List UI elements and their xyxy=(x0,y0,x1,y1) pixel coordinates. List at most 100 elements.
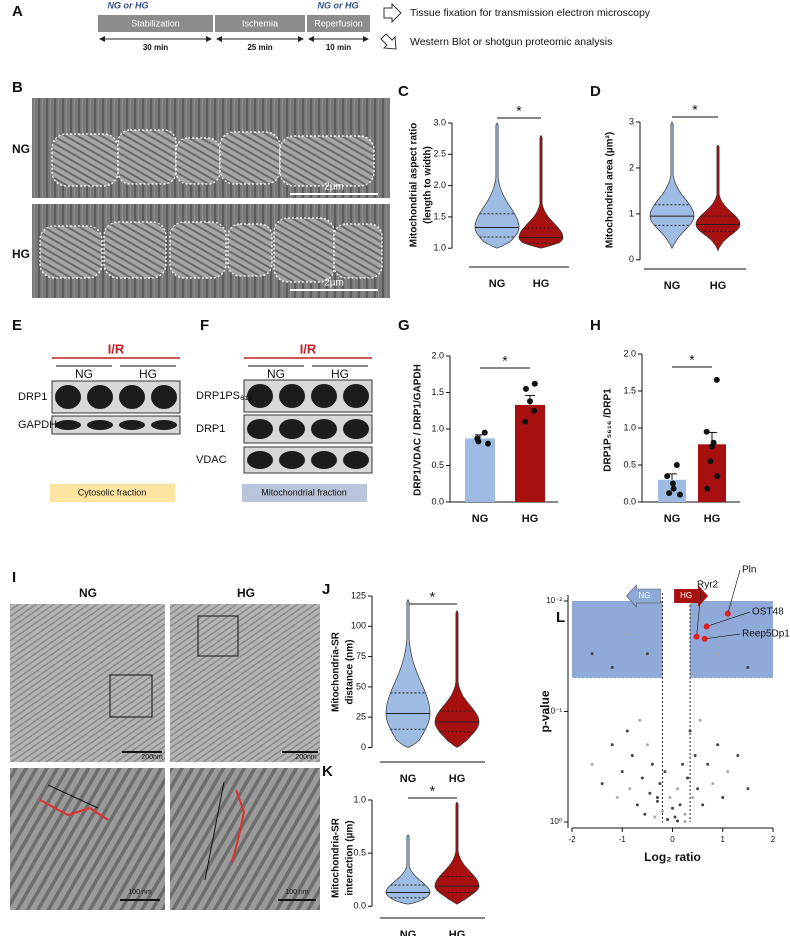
outcome-arrow xyxy=(383,2,402,24)
blot-strip xyxy=(51,415,181,435)
x-tick-label: HG xyxy=(704,513,721,525)
data-point xyxy=(648,791,652,795)
y-axis-label: interaction (µm) xyxy=(345,820,356,895)
data-point xyxy=(660,809,664,813)
fraction-label: Mitochondrial fraction xyxy=(261,487,347,497)
bar xyxy=(698,444,726,502)
data-point xyxy=(640,776,644,780)
data-point xyxy=(663,770,667,774)
y-tick-label: 1 xyxy=(629,208,634,218)
blot-band xyxy=(279,419,305,439)
y-tick-label: 2.0 xyxy=(623,348,636,358)
data-point xyxy=(485,440,491,447)
sr-trace xyxy=(231,789,246,863)
data-point xyxy=(475,438,482,445)
data-point xyxy=(668,795,672,799)
significance-label: * xyxy=(430,783,436,799)
scale-label: 2µm xyxy=(324,182,344,193)
data-point xyxy=(673,815,677,819)
phase-label: Ischemia xyxy=(242,18,278,28)
panel-label: G xyxy=(398,317,410,334)
violin xyxy=(434,609,480,748)
mitochondria-outlines xyxy=(51,129,375,187)
annotation-leader xyxy=(706,611,751,627)
direction-label: NG xyxy=(638,591,650,600)
x-tick-label: NG xyxy=(400,929,417,936)
blot-band xyxy=(151,385,177,409)
data-point xyxy=(630,753,634,757)
data-point xyxy=(706,762,710,766)
y-tick-label: 50 xyxy=(356,681,366,691)
y-tick-label: 1.0 xyxy=(623,422,636,432)
y-tick-label: 0.5 xyxy=(623,459,636,469)
y-tick-label: 1.5 xyxy=(431,387,444,397)
y-axis-label: distance (nm) xyxy=(345,639,356,704)
x-tick-label: NG xyxy=(664,280,681,292)
data-point xyxy=(664,473,671,480)
treatment-label: I/R xyxy=(300,341,317,356)
significance-label: * xyxy=(502,353,508,369)
mitochondria-outlines xyxy=(39,217,383,283)
data-point xyxy=(610,743,614,747)
data-point xyxy=(671,806,674,810)
blot-row-label: VDAC xyxy=(196,454,227,466)
blot-band xyxy=(87,420,113,430)
y-tick-label: 1.0 xyxy=(353,794,366,804)
blot-band xyxy=(311,419,337,439)
data-point xyxy=(688,729,692,733)
duration-label: 30 min xyxy=(143,43,168,52)
data-point xyxy=(625,729,629,733)
x-axis-label: Log₂ ratio xyxy=(644,850,701,864)
data-point xyxy=(681,762,685,766)
outcome-label: Western Blot or shotgun proteomic analys… xyxy=(410,36,612,48)
phase-label: Reperfusion xyxy=(314,18,363,28)
row-label: NG xyxy=(12,142,30,156)
y-tick-label: 25 xyxy=(356,712,366,722)
data-point xyxy=(711,782,715,786)
significance-label: * xyxy=(692,102,698,118)
zoom-box xyxy=(109,615,239,718)
panel-label: J xyxy=(322,581,330,598)
x-tick-label: NG xyxy=(472,513,489,525)
y-tick-label: 10⁻¹ xyxy=(546,707,562,716)
direction-arrow xyxy=(626,584,661,608)
data-point xyxy=(645,743,649,747)
blot-row-label: GAPDH xyxy=(18,419,57,431)
x-tick-label: 1 xyxy=(721,835,726,844)
data-point xyxy=(716,652,720,656)
data-point xyxy=(691,671,695,675)
highlight-point xyxy=(724,610,731,617)
panel-label: A xyxy=(12,3,23,20)
data-point xyxy=(686,776,690,780)
blot-band xyxy=(343,419,369,439)
highlight-point xyxy=(693,633,700,640)
treatment-label: I/R xyxy=(108,341,125,356)
data-point xyxy=(666,490,673,497)
scale-label: 200nm xyxy=(141,754,163,761)
data-point xyxy=(714,473,721,480)
data-point xyxy=(635,803,639,807)
y-tick-label: 1.0 xyxy=(431,423,444,433)
blot-band xyxy=(279,384,305,408)
data-point xyxy=(691,795,695,799)
y-axis-label: Mitochondrial aspect ratio xyxy=(409,123,420,247)
blot-band xyxy=(311,384,337,408)
micrograph xyxy=(10,604,165,762)
blot-band xyxy=(343,384,369,408)
y-axis-label: Mitochondrial area (µm²) xyxy=(605,132,616,248)
x-tick-label: HG xyxy=(533,278,550,290)
y-tick-label: 0.5 xyxy=(431,460,444,470)
blot-band xyxy=(247,451,273,469)
violin xyxy=(434,801,480,905)
group-label: NG xyxy=(75,367,93,381)
data-point xyxy=(600,782,604,786)
distance-bar xyxy=(204,781,225,881)
outcome-label: Tissue fixation for transmission electro… xyxy=(410,7,651,19)
blot-band xyxy=(247,419,273,439)
phase-box xyxy=(307,15,370,32)
blot-row-label: DRP1 xyxy=(18,391,47,403)
y-tick-label: 1.0 xyxy=(433,243,446,253)
data-point xyxy=(628,787,632,791)
blot-band xyxy=(247,384,273,408)
panel-label: C xyxy=(398,83,409,100)
